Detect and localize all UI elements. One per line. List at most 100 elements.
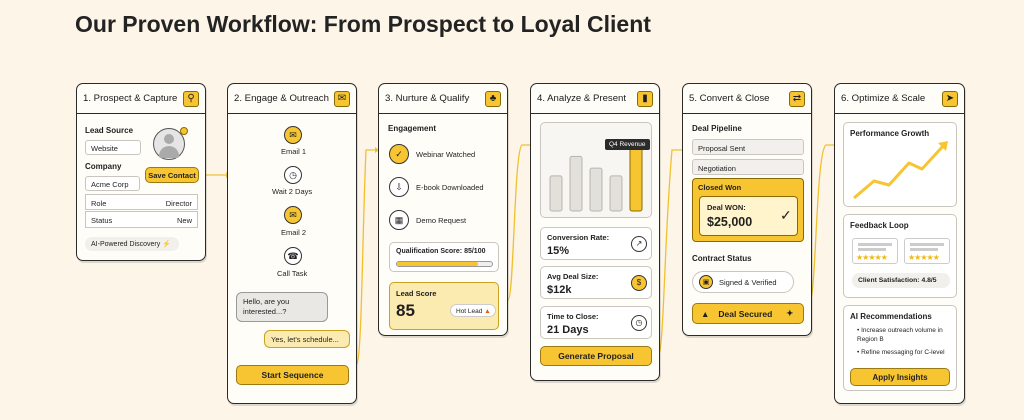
growth-line-icon (853, 141, 948, 200)
save-contact-button[interactable]: Save Contact (145, 167, 199, 183)
start-sequence-button[interactable]: Start Sequence (236, 365, 349, 385)
card-analyze-present: 4. Analyze & Present ▮ Q4 Revenue Conver… (530, 83, 660, 381)
card-title: 6. Optimize & Scale (841, 93, 926, 104)
step-call: Call Task (277, 269, 308, 278)
ai-badge-label: AI-Powered Discovery (91, 241, 161, 248)
check-icon: ✓ (780, 207, 792, 223)
apply-insights-button[interactable]: Apply Insights (850, 368, 950, 386)
trend-up-icon: ↗ (631, 236, 647, 252)
card-header: 1. Prospect & Capture ⚲ (77, 84, 205, 114)
role-value: Director (165, 199, 192, 208)
stage-label: Closed Won (698, 183, 742, 192)
revenue-bar (589, 167, 603, 212)
status-value: New (176, 216, 192, 225)
clock-icon: ◷ (284, 166, 302, 184)
time-to-close-stat: Time to Close: 21 Days ◷ (540, 306, 652, 339)
email-icon: ✉ (284, 126, 302, 144)
lead-score-value: 85 (396, 301, 415, 320)
card-optimize-scale: 6. Optimize & Scale ➤ Performance Growth… (834, 83, 965, 404)
rocket-icon: ▲ (701, 308, 710, 319)
step-wait: Wait 2 Days (272, 187, 313, 196)
search-icon: ⚲ (183, 90, 199, 107)
performance-growth-panel: Performance Growth (843, 122, 957, 207)
engagement-item: Demo Request (416, 216, 467, 225)
stage-label: Proposal Sent (698, 144, 746, 153)
calendar-icon: ▦ (389, 210, 409, 230)
engagement-label: Engagement (388, 124, 437, 133)
contract-status-label: Contract Status (692, 254, 752, 263)
clock-icon: ◷ (631, 315, 647, 331)
card-header: 5. Convert & Close ⇄ (683, 84, 811, 114)
qualification-panel: Qualification Score: 85/100 (389, 242, 499, 272)
status-label: Status (91, 216, 113, 225)
role-row: Role Director (85, 194, 198, 210)
page-title: Our Proven Workflow: From Prospect to Lo… (75, 11, 651, 37)
fire-icon: ▲ (482, 308, 491, 315)
avatar (153, 127, 188, 160)
card-header: 6. Optimize & Scale ➤ (835, 84, 964, 114)
closed-won-panel: Closed Won Deal WON: $25,000 ✓ (692, 178, 804, 242)
contract-status-value: Signed & Verified (719, 278, 777, 287)
lead-source-field[interactable]: Website (85, 140, 141, 155)
card-nurture-qualify: 3. Nurture & Qualify ♣ Engagement ✓ Webi… (378, 83, 508, 336)
contract-status-pill: ▣ Signed & Verified (692, 271, 794, 293)
deal-secured-label: Deal Secured (718, 308, 773, 319)
qualification-progress (396, 261, 493, 267)
company-field[interactable]: Acme Corp (85, 176, 140, 191)
card-title: 2. Engage & Outreach (234, 93, 329, 104)
review-card: ★★★★★ (852, 238, 898, 264)
sparkle-icon: ⚡ (160, 241, 171, 248)
qualification-score: Qualification Score: 85/100 (396, 248, 486, 255)
deal-won-value: $25,000 (707, 215, 753, 229)
lead-score-label: Lead Score (396, 289, 437, 298)
card-prospect-capture: 1. Prospect & Capture ⚲ Lead Source Webs… (76, 83, 206, 261)
incoming-message: Hello, are you interested...? (236, 292, 328, 322)
recommendation-text: Refine messaging for C-level (861, 349, 945, 356)
step-email-1: Email 1 (281, 147, 307, 156)
generate-proposal-button[interactable]: Generate Proposal (540, 346, 652, 366)
company-value: Acme Corp (91, 180, 129, 189)
deal-won-label: Deal WON: (707, 203, 746, 212)
lead-source-value: Website (91, 144, 118, 153)
card-title: 3. Nurture & Qualify (385, 93, 470, 104)
growth-label: Performance Growth (850, 129, 930, 138)
company-label: Company (85, 162, 122, 171)
phone-icon: ☎ (284, 247, 302, 265)
download-icon: ⇩ (389, 177, 409, 197)
deal-secured-button[interactable]: ▲ Deal Secured ✦ (692, 303, 804, 324)
revenue-bar (629, 144, 643, 212)
revenue-tooltip: Q4 Revenue (605, 139, 650, 150)
revenue-bars (549, 144, 643, 212)
card-header: 4. Analyze & Present ▮ (531, 84, 659, 114)
deal-won-card: Deal WON: $25,000 ✓ (699, 196, 798, 236)
outgoing-message: Yes, let's schedule... (264, 330, 350, 348)
step-email-2: Email 2 (281, 228, 307, 237)
rating-stars-icon: ★★★★★ (908, 253, 940, 262)
stat-value: 21 Days (547, 324, 589, 336)
revenue-bar (569, 155, 583, 212)
avg-deal-size-stat: Avg Deal Size: $12k $ (540, 266, 652, 299)
feedback-label: Feedback Loop (850, 221, 909, 230)
stat-label: Conversion Rate: (547, 233, 610, 242)
document-icon: ▣ (699, 275, 713, 289)
check-icon: ✓ (389, 144, 409, 164)
hot-lead-label: Hot Lead (456, 308, 483, 315)
hot-lead-badge: Hot Lead ▲ (450, 304, 496, 317)
recommendation-item: • Refine messaging for C-level (857, 349, 945, 356)
card-engage-outreach: 2. Engage & Outreach ✉ ✉ Email 1 ◷ Wait … (227, 83, 357, 404)
conversion-rate-stat: Conversion Rate: 15% ↗ (540, 227, 652, 260)
recommendation-text: Increase outreach volume in Region B (857, 327, 943, 343)
card-title: 4. Analyze & Present (537, 93, 627, 104)
ai-rec-label: AI Recommendations (850, 312, 932, 321)
client-satisfaction-badge: Client Satisfaction: 4.8/5 (852, 273, 950, 288)
revenue-chart: Q4 Revenue (540, 122, 652, 218)
stat-label: Avg Deal Size: (547, 272, 599, 281)
card-title: 5. Convert & Close (689, 93, 770, 104)
review-card: ★★★★★ (904, 238, 950, 264)
recommendation-item: • Increase outreach volume in Region B (857, 327, 943, 343)
engagement-item: Webinar Watched (416, 150, 476, 159)
deal-pipeline-label: Deal Pipeline (692, 124, 742, 133)
stage-label: Negotiation (698, 164, 736, 173)
dollar-icon: $ (631, 275, 647, 291)
card-header: 2. Engage & Outreach ✉ (228, 84, 356, 114)
